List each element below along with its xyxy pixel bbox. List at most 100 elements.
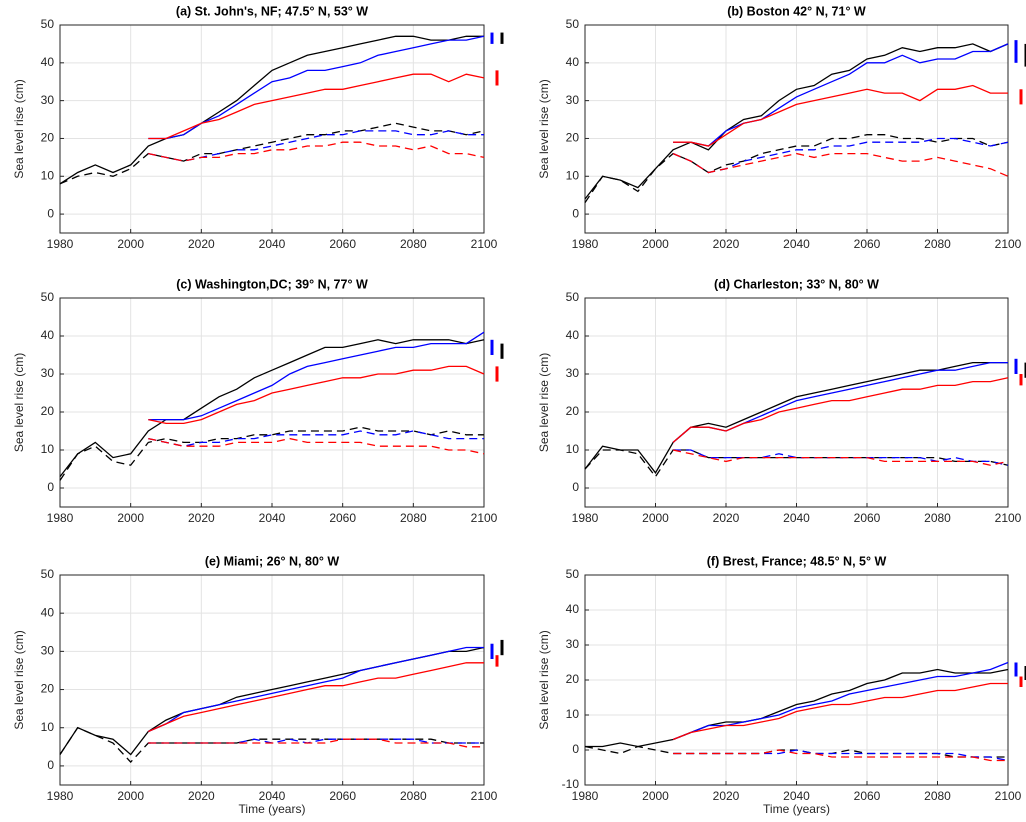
axes-box [59,574,485,786]
y-axis-label: Sea level rise (cm) [537,353,551,452]
axes-box [59,24,485,234]
y-tick-label: 40 [566,328,580,342]
y-tick-label: 20 [41,131,55,145]
y-tick-label: 10 [41,168,55,182]
y-tick-label: 50 [41,290,55,304]
x-tick-label: 2000 [117,789,144,803]
x-tick-label: 2060 [329,511,356,525]
x-tick-label: 2000 [642,789,669,803]
x-tick-label: 2020 [188,237,215,251]
x-tick-label: 2100 [995,237,1022,251]
y-tick-label: 50 [566,17,580,31]
y-tick-label: 20 [566,672,580,686]
series-line [584,449,1009,478]
y-tick-label: 20 [566,131,580,145]
x-tick-label: 2060 [854,237,881,251]
series-line [673,84,1008,147]
y-axis-label: Sea level rise (cm) [12,79,26,178]
y-tick-label: 40 [41,55,55,69]
y-tick-label: 30 [566,366,580,380]
y-tick-label: 0 [47,206,54,220]
x-tick-label: 1980 [572,511,599,525]
y-tick-label: 10 [41,720,55,734]
y-tick-label: 20 [41,682,55,696]
x-tick-label: 2040 [783,237,810,251]
x-tick-label: 2000 [642,237,669,251]
y-tick-label: -10 [562,777,580,791]
axes-box [584,574,1009,786]
x-tick-label: 2000 [117,237,144,251]
series-line [672,137,1009,174]
y-tick-label: 50 [566,567,580,581]
x-tick-label: 2020 [188,511,215,525]
series-line [148,662,484,733]
x-tick-label: 2080 [400,789,427,803]
y-axis-label: Sea level rise (cm) [12,353,26,452]
series-line [148,430,484,447]
y-tick-label: 50 [41,17,55,31]
series-line [148,437,485,455]
y-axis-label: Sea level rise (cm) [12,630,26,729]
x-tick-label: 2040 [783,511,810,525]
chart-title: (f) Brest, France; 48.5° N, 5° W [707,554,887,568]
x-tick-label: 2060 [329,237,356,251]
x-tick-label: 2100 [995,511,1022,525]
series-line [59,35,484,185]
chart-title: (b) Boston 42° N, 71° W [727,4,866,18]
x-tick-label: 2020 [188,789,215,803]
y-tick-label: 30 [41,93,55,107]
x-tick-label: 2000 [642,511,669,525]
axes-box [59,297,485,508]
y-tick-label: 30 [41,366,55,380]
x-tick-label: 2080 [924,789,951,803]
panel: 1980 2000 2020 2040 2060 2080 2100 0 10 20 30 40 50 (… [537,4,1026,251]
panel: 1980 2000 2020 2040 2060 2080 2100 0 10 20 30 40 50 (… [537,277,1026,525]
x-tick-label: 2080 [400,237,427,251]
y-tick-label: 50 [566,290,580,304]
x-tick-label: 2100 [471,789,498,803]
panel: 1980 2000 2020 2040 2060 2080 2100 0 10 20 30 40 50 (… [12,4,504,251]
y-tick-label: 10 [41,442,55,456]
series-line [148,738,484,748]
series-line [673,43,1009,147]
x-tick-label: 2060 [329,789,356,803]
series-line [584,43,1009,200]
y-tick-label: 40 [566,55,580,69]
x-tick-label: 1980 [47,237,74,251]
y-tick-label: 40 [566,602,580,616]
y-tick-label: 10 [566,442,580,456]
x-tick-label: 2040 [259,511,286,525]
panel: 1980 2000 2020 2040 2060 2080 2100 -10 0 10 20 30 40… [537,554,1026,816]
series-line [59,122,485,185]
x-tick-label: 2100 [995,789,1022,803]
x-axis-label: Time (years) [763,802,830,816]
x-tick-label: 2020 [713,237,740,251]
series-line [148,73,485,140]
x-tick-label: 2000 [117,511,144,525]
y-tick-label: 0 [572,480,579,494]
x-tick-label: 1980 [47,789,74,803]
x-tick-label: 1980 [572,237,599,251]
x-tick-label: 2060 [854,511,881,525]
series-line [59,426,484,481]
x-tick-label: 1980 [47,511,74,525]
x-tick-label: 2040 [783,789,810,803]
y-tick-label: 30 [41,644,55,658]
y-tick-label: 40 [41,328,55,342]
x-tick-label: 2020 [713,789,740,803]
series-line [673,749,1008,762]
chart-title: (d) Charleston; 33° N, 80° W [714,277,879,291]
x-tick-label: 2040 [259,237,286,251]
y-tick-label: 30 [566,93,580,107]
x-tick-label: 2100 [471,237,498,251]
series-line [585,668,1009,748]
chart-title: (a) St. John's, NF; 47.5° N, 53° W [176,4,368,18]
y-tick-label: 40 [41,605,55,619]
x-axis-label: Time (years) [239,802,306,816]
panel: 1980 2000 2020 2040 2060 2080 2100 0 10 20 30 40 50 (… [12,277,504,525]
series-line [672,682,1008,741]
x-tick-label: 2080 [924,511,951,525]
chart-title: (e) Miami; 26° N, 80° W [205,554,340,568]
y-tick-label: 10 [566,168,580,182]
